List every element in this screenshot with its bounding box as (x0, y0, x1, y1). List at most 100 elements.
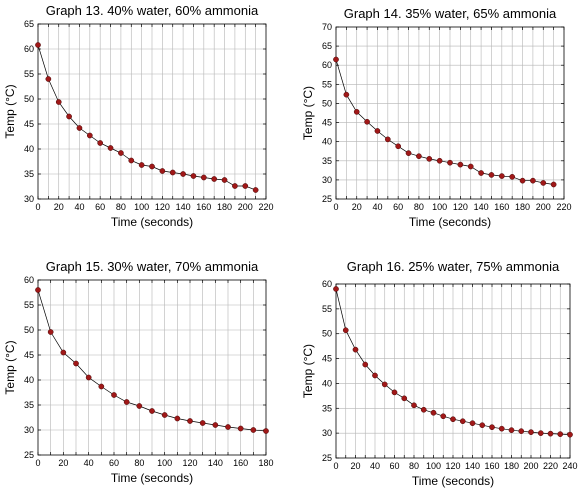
data-point (519, 177, 526, 184)
x-tick-label: 180 (504, 461, 519, 471)
x-tick-label: 60 (389, 461, 399, 471)
data-point (136, 403, 143, 409)
y-tick-label: 60 (24, 44, 34, 54)
data-point (169, 169, 176, 176)
y-tick-label: 45 (24, 119, 34, 129)
x-tick-label: 220 (543, 461, 558, 471)
data-point (381, 381, 388, 388)
data-point (159, 168, 166, 174)
data-point (459, 418, 466, 425)
x-tick-label: 100 (157, 458, 172, 468)
data-point (550, 181, 557, 188)
data-point (107, 145, 114, 151)
x-tick-label: 40 (372, 202, 382, 212)
x-tick-label: 180 (515, 202, 530, 212)
y-tick-label: 50 (322, 98, 332, 108)
x-tick-label: 160 (494, 202, 509, 212)
x-tick-label: 60 (95, 202, 105, 212)
data-point (98, 383, 105, 390)
data-points (333, 56, 557, 188)
data-point (85, 374, 92, 381)
x-tick-label: 160 (484, 461, 499, 471)
x-tick-label: 20 (54, 202, 64, 212)
y-tick-label: 40 (24, 144, 34, 154)
data-point (457, 161, 464, 168)
data-point (391, 389, 398, 396)
data-point (489, 424, 495, 431)
data-point (537, 430, 544, 436)
x-tick-label: 180 (217, 202, 232, 212)
data-point (55, 99, 62, 105)
y-tick-label: 60 (322, 60, 332, 70)
data-point (225, 424, 231, 430)
data-point (263, 428, 269, 434)
data-point (518, 428, 525, 435)
x-axis-label: Time (seconds) (409, 215, 491, 229)
y-axis-label: Temp (°C) (301, 86, 315, 140)
data-point (567, 431, 573, 438)
x-axis-label: Time (seconds) (412, 474, 494, 488)
data-points (35, 287, 269, 434)
x-tick-label: 160 (196, 202, 211, 212)
chart-title: Graph 15. 30% water, 70% ammonia (46, 259, 259, 274)
x-tick-label: 0 (333, 202, 338, 212)
data-point (384, 136, 391, 143)
grid (38, 280, 266, 455)
data-point (199, 420, 206, 426)
data-point (530, 177, 536, 184)
y-tick-label: 35 (322, 156, 332, 166)
y-tick-label: 65 (322, 41, 332, 51)
ticks: 0 20 40 60 80 100 120 140 160 180 25 30 35 40 45 50 55 60 (24, 275, 274, 468)
data-point (161, 412, 168, 418)
chart-title: Graph 14. 35% water, 65% ammonia (344, 6, 557, 21)
data-point (47, 329, 54, 335)
y-tick-label: 50 (24, 94, 34, 104)
data-point (436, 157, 443, 164)
series-line (335, 59, 554, 185)
panel-graph-15: Graph 15. 30% water, 70% ammonia Time (s… (3, 259, 274, 485)
x-tick-label: 20 (350, 461, 360, 471)
data-point (557, 431, 564, 437)
x-tick-label: 220 (258, 202, 273, 212)
x-tick-label: 60 (393, 202, 403, 212)
x-tick-label: 80 (134, 458, 144, 468)
data-point (76, 125, 83, 131)
x-tick-label: 140 (176, 202, 191, 212)
data-point (498, 425, 505, 432)
x-tick-label: 180 (258, 458, 273, 468)
x-tick-label: 40 (74, 202, 84, 212)
x-tick-label: 0 (333, 461, 338, 471)
y-tick-label: 55 (322, 304, 332, 314)
y-tick-label: 50 (322, 329, 332, 339)
y-axis-label: Temp (°C) (3, 340, 17, 394)
x-tick-label: 0 (35, 202, 40, 212)
x-tick-label: 40 (84, 458, 94, 468)
ticks: 0 20 40 60 80 100 120 140 160 180 200 220 30 35 40 45 50… (24, 19, 274, 212)
y-tick-label: 30 (24, 425, 34, 435)
data-point (498, 173, 505, 179)
data-point (430, 409, 437, 416)
x-tick-label: 220 (556, 202, 571, 212)
data-point (372, 372, 378, 379)
data-point (411, 402, 417, 409)
x-tick-label: 120 (182, 458, 197, 468)
y-tick-label: 55 (24, 69, 34, 79)
x-tick-label: 100 (134, 202, 149, 212)
x-tick-label: 100 (426, 461, 441, 471)
data-point (149, 408, 155, 414)
data-point (221, 177, 228, 183)
data-point (174, 415, 181, 422)
x-tick-label: 200 (523, 461, 538, 471)
y-tick-label: 40 (322, 378, 332, 388)
data-point (111, 392, 117, 398)
panel-graph-16: Graph 16. 25% water, 75% ammonia Time (s… (301, 259, 578, 488)
data-points (35, 42, 259, 193)
x-tick-label: 140 (474, 202, 489, 212)
x-tick-label: 120 (445, 461, 460, 471)
data-point (362, 361, 369, 368)
data-point (364, 118, 370, 125)
data-point (401, 395, 408, 402)
panel-graph-13: Graph 13. 40% water, 60% ammonia Time (s… (3, 3, 274, 229)
y-axis-label: Temp (°C) (301, 344, 315, 398)
